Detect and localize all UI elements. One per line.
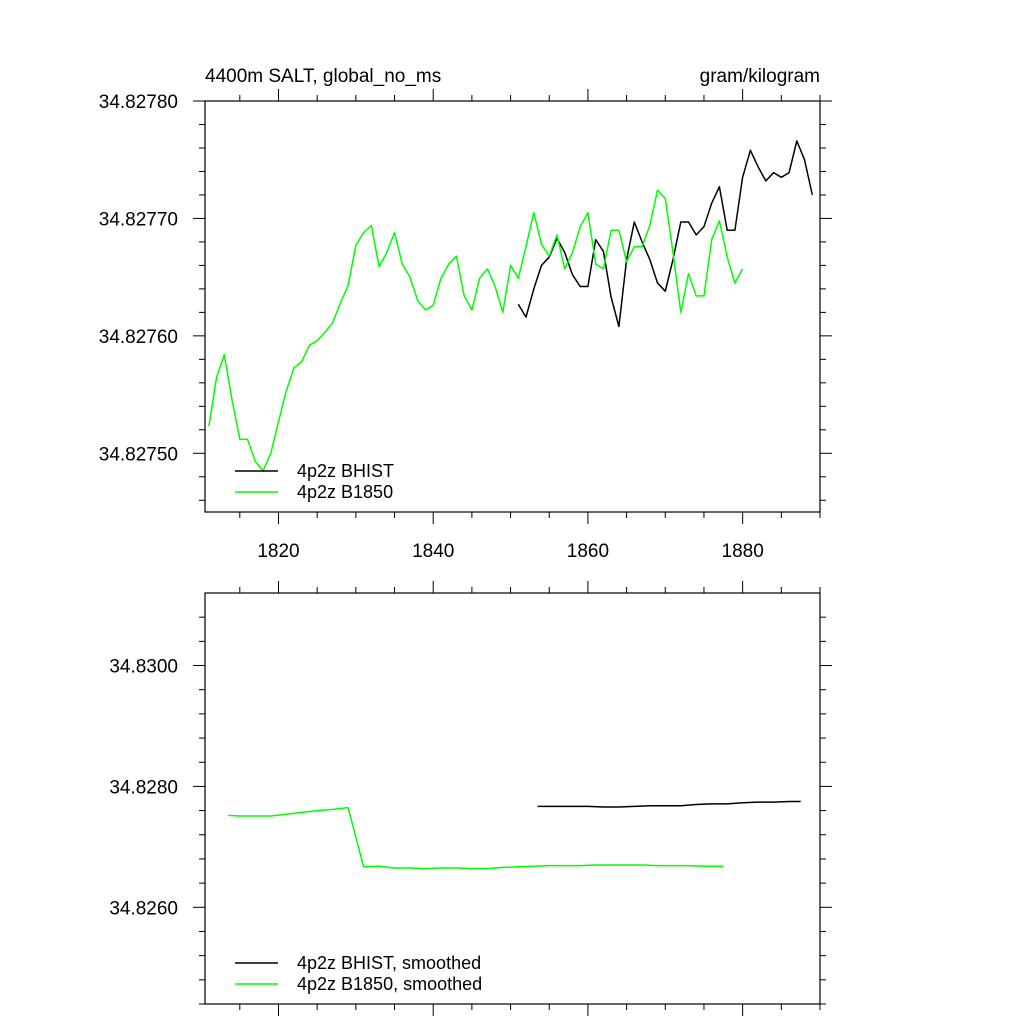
legend-label-4p2z-b1850: 4p2z B1850 [297, 482, 393, 502]
top-axis-ticks: 1820 1840 1860 1880 34.82750 34.82760 34.82770… [99, 89, 832, 562]
series-line-4p2z-b1850-smoothed [228, 806, 724, 870]
top-y-tick-label: 34.82750 [99, 444, 178, 465]
legend-label-4p2z-bhist: 4p2z BHIST [297, 461, 394, 481]
top-y-tick-label: 34.82770 [99, 209, 178, 230]
top-x-tick-label: 1840 [412, 541, 454, 562]
top-y-tick-label: 34.82780 [99, 92, 178, 113]
series-line-4p2z-b1850 [208, 189, 744, 472]
series-line-4p2z-bhist-smoothed [537, 800, 801, 808]
top-panel: 4400m SALT, global_no_ms gram/kilogram 1… [99, 66, 832, 562]
bottom-y-tick-label: 34.8280 [109, 777, 178, 798]
top-series-group [208, 140, 814, 472]
bottom-series-group [228, 800, 801, 870]
top-y-tick-label: 34.82760 [99, 327, 178, 348]
top-x-tick-label: 1880 [722, 541, 764, 562]
series-line-4p2z-bhist [517, 140, 814, 328]
top-x-tick-label: 1860 [567, 541, 609, 562]
bottom-plot-frame [204, 592, 821, 1005]
bottom-y-tick-label: 34.8260 [109, 898, 178, 919]
top-x-tick-label: 1820 [257, 541, 299, 562]
top-plot-frame [204, 100, 821, 513]
bottom-y-tick-label: 34.8300 [109, 657, 178, 678]
bottom-panel: 34.8260 34.8280 34.8300 4p2z BHIST, smooth… [109, 581, 832, 1016]
legend-label-4p2z-bhist-smoothed: 4p2z BHIST, smoothed [297, 953, 481, 973]
top-chart-units: gram/kilogram [700, 66, 820, 87]
legend-label-4p2z-b1850-smoothed: 4p2z B1850, smoothed [297, 974, 482, 994]
bottom-axis-ticks: 34.8260 34.8280 34.8300 [109, 581, 832, 1016]
top-chart-title: 4400m SALT, global_no_ms [205, 66, 441, 87]
